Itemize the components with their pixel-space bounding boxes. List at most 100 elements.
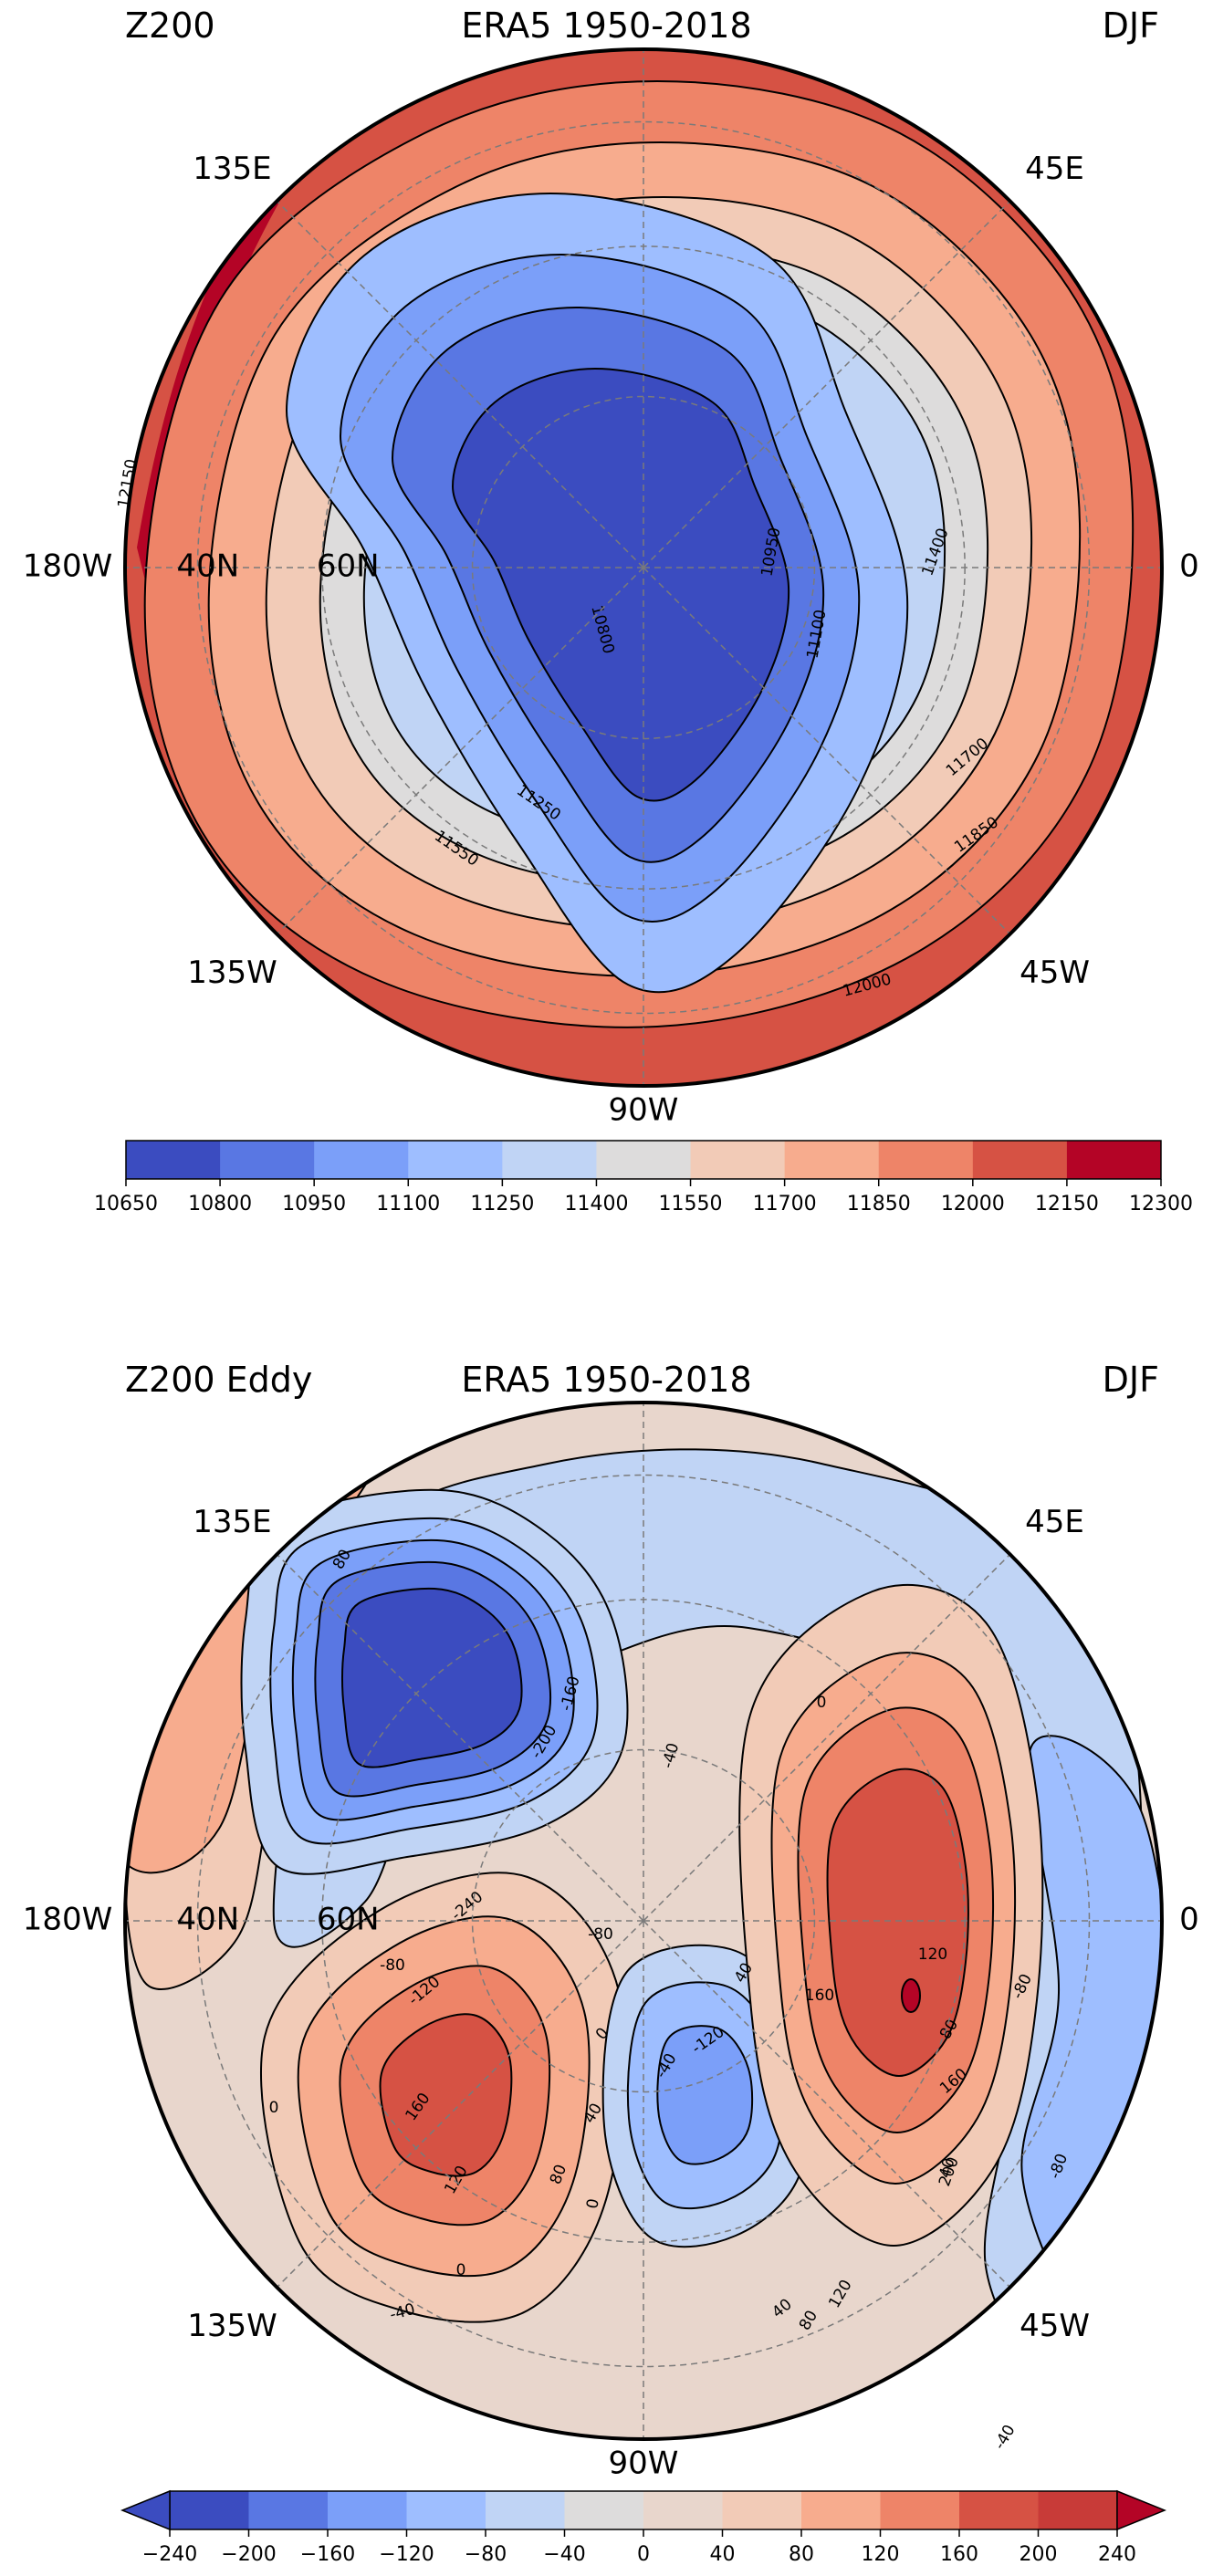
colorbar-tick-label: 12300 bbox=[1129, 1193, 1193, 1215]
meridian-line bbox=[276, 567, 644, 935]
polar-map-z200: 12150 10950 11400 10800 11100 11700 11250 11550… bbox=[23, 47, 1199, 1215]
colorbar-tick-label: 120 bbox=[862, 2543, 900, 2566]
colorbar-swatch bbox=[1066, 1141, 1162, 1179]
contour-label: 0 bbox=[456, 2261, 466, 2279]
colorbar-extend-min bbox=[120, 2489, 171, 2531]
panel-center-title: ERA5 1950-2018 bbox=[461, 5, 752, 46]
colorbar-tick-label: 12150 bbox=[1035, 1193, 1099, 1215]
colorbar-tick-label: 80 bbox=[789, 2543, 814, 2566]
colorbar-tick-label: 11700 bbox=[753, 1193, 817, 1215]
colorbar-tick-label: −200 bbox=[221, 2543, 276, 2566]
colorbar-tick-label: −40 bbox=[543, 2543, 585, 2566]
meridian-line bbox=[276, 1553, 644, 1922]
colorbar-tick-label: 11400 bbox=[564, 1193, 628, 1215]
eddy-fill-160-na bbox=[379, 2013, 513, 2177]
colorbar-swatch bbox=[690, 1141, 786, 1179]
colorbar-outline bbox=[125, 1140, 1162, 1180]
colorbar-swatch bbox=[596, 1141, 692, 1179]
lon-label-135w: 135W bbox=[187, 2308, 277, 2344]
colorbar-swatch bbox=[880, 2491, 960, 2529]
colorbar-swatch bbox=[406, 2491, 486, 2529]
lat-label-40n: 40N bbox=[177, 548, 240, 585]
colorbar-tick-label: 11100 bbox=[376, 1193, 440, 1215]
lon-label-180w: 180W bbox=[23, 1902, 113, 1938]
panel-center-title: ERA5 1950-2018 bbox=[461, 1360, 752, 1400]
colorbar-tick-label: 10800 bbox=[188, 1193, 252, 1215]
lon-label-45w: 45W bbox=[1020, 954, 1090, 991]
latitude-circle bbox=[471, 1748, 816, 2093]
lon-label-0: 0 bbox=[1179, 1902, 1199, 1938]
lat-label-40n: 40N bbox=[177, 1902, 240, 1938]
meridian-line bbox=[643, 1553, 1011, 1922]
lon-label-90w: 90W bbox=[609, 2446, 679, 2482]
colorbar-swatch bbox=[722, 2491, 802, 2529]
meridian-line bbox=[643, 1920, 1011, 2289]
panel-right-title: DJF bbox=[1102, 5, 1159, 46]
lon-label-45e: 45E bbox=[1025, 1504, 1084, 1540]
colorbar-swatch bbox=[126, 1141, 221, 1179]
lat-label-60n: 60N bbox=[317, 1902, 380, 1938]
latitude-circle bbox=[471, 395, 816, 740]
contour-label: -80 bbox=[588, 1925, 613, 1944]
lon-label-90w: 90W bbox=[609, 1092, 679, 1129]
colorbar-tick-label: 200 bbox=[1020, 2543, 1058, 2566]
eddy-fill-minus200-low bbox=[341, 1587, 523, 1768]
panel-left-title: Z200 bbox=[125, 5, 215, 46]
lon-label-135e: 135E bbox=[193, 1504, 271, 1540]
lon-label-45w: 45W bbox=[1020, 2308, 1090, 2344]
latitude-circle bbox=[196, 1474, 1091, 2368]
colorbar-tick-label: 10650 bbox=[94, 1193, 158, 1215]
colorbar-tick-label: −240 bbox=[142, 2543, 197, 2566]
colorbar-tick-label: −120 bbox=[379, 2543, 434, 2566]
lon-label-135e: 135E bbox=[193, 151, 271, 187]
colorbar-swatch bbox=[486, 2491, 565, 2529]
colorbar-tick-label: 11250 bbox=[470, 1193, 534, 1215]
colorbar-swatch bbox=[959, 2491, 1039, 2529]
graticule bbox=[125, 1403, 1162, 2439]
colorbar-swatch bbox=[314, 1141, 409, 1179]
colorbar-swatch bbox=[801, 2491, 881, 2529]
meridian-line bbox=[276, 1920, 644, 2289]
contour-label: -80 bbox=[380, 1956, 405, 1975]
contour-label: 0 bbox=[269, 2099, 279, 2117]
latitude-circle bbox=[196, 120, 1091, 1015]
colorbar-swatch bbox=[564, 2491, 644, 2529]
colorbar-swatch bbox=[408, 1141, 503, 1179]
meridian-line bbox=[643, 200, 1011, 568]
contour-label: 120 bbox=[918, 1945, 947, 1964]
colorbar-swatch bbox=[643, 2491, 723, 2529]
contour-label: 0 bbox=[817, 1694, 827, 1712]
meridian-line bbox=[276, 200, 644, 568]
colorbar-extend-max bbox=[1116, 2489, 1167, 2531]
colorbar: −240 −200 −160 −120 −80 −40 0 40 80 120 160 200 240 bbox=[120, 2489, 1167, 2566]
lat-label-60n: 60N bbox=[317, 548, 380, 585]
lon-label-180w: 180W bbox=[23, 548, 113, 585]
contour-fill-10650 bbox=[451, 367, 790, 802]
map-boundary bbox=[123, 47, 1164, 1088]
colorbar-tick-label: 40 bbox=[710, 2543, 736, 2566]
colorbar-swatch bbox=[502, 1141, 597, 1179]
colorbar-swatch bbox=[328, 2491, 407, 2529]
polar-map-z200-eddy: 80-160-400-200-80-240-80-120120804016016… bbox=[23, 1401, 1199, 2566]
colorbar-tick-label: 160 bbox=[940, 2543, 978, 2566]
colorbar-swatch bbox=[972, 1141, 1068, 1179]
colorbar-tick-label: −80 bbox=[465, 2543, 507, 2566]
colorbar-tick-label: 11850 bbox=[847, 1193, 911, 1215]
map-boundary bbox=[123, 1401, 1164, 2441]
colorbar-tick-label: 12000 bbox=[941, 1193, 1005, 1215]
eddy-fill-240-eu bbox=[901, 1978, 921, 2013]
lon-label-135w: 135W bbox=[187, 954, 277, 991]
colorbar-tick-label: 0 bbox=[637, 2543, 650, 2566]
meridian-line bbox=[643, 567, 1011, 935]
colorbar-swatch bbox=[170, 2491, 249, 2529]
panel-left-title: Z200 Eddy bbox=[125, 1360, 313, 1400]
colorbar-swatch bbox=[220, 1141, 315, 1179]
lon-label-0: 0 bbox=[1179, 548, 1199, 585]
graticule bbox=[125, 49, 1162, 1086]
eddy-fill-200-eu bbox=[826, 1768, 969, 2078]
contour-label: 0 bbox=[583, 2197, 603, 2210]
colorbar-tick-label: 240 bbox=[1098, 2543, 1136, 2566]
panel-z200-eddy: Z200 Eddy ERA5 1950-2018 DJF 80 -160 -40 0-… bbox=[0, 1354, 1213, 2576]
colorbar-swatch bbox=[1038, 2491, 1118, 2529]
colorbar-swatch bbox=[878, 1141, 974, 1179]
